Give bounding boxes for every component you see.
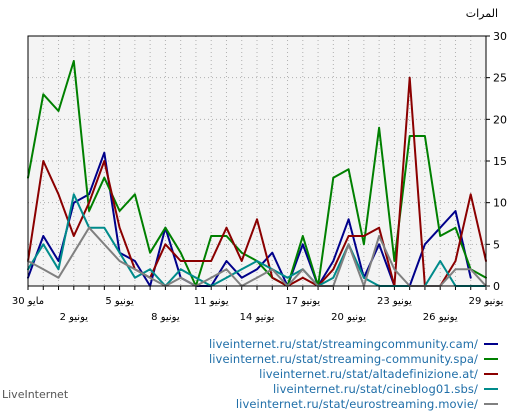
legend-entry[interactable]: liveinternet.ru/stat/streaming-community… [209,351,498,366]
legend-swatch [484,342,498,345]
x-tick-label: 30 مايو [12,296,44,307]
legend-entry[interactable]: liveinternet.ru/stat/cineblog01.sbs/ [209,381,498,396]
x-tick-label: 2 يونيو [60,312,89,323]
footer-credit: LiveInternet [2,388,69,401]
plot-frame [27,35,487,287]
y-tick-label: 25 [493,72,507,85]
x-tick-label: 14 يونيو [240,312,275,323]
legend-swatch [484,402,498,405]
y-tick-label: 5 [493,238,500,251]
legend-label[interactable]: liveinternet.ru/stat/cineblog01.sbs/ [273,381,478,396]
legend-entry[interactable]: liveinternet.ru/stat/streamingcommunity.… [209,336,498,351]
legend-entry[interactable]: liveinternet.ru/stat/eurostreaming.movie… [209,396,498,411]
legend-label[interactable]: liveinternet.ru/stat/streamingcommunity.… [208,336,478,351]
x-tick-label: 26 يونيو [423,312,458,323]
legend-swatch [484,372,498,375]
x-tick-label: 5 يونيو [105,296,134,307]
y-tick-label: 10 [493,197,507,210]
x-tick-label: 29 يونيو [469,296,504,307]
y-tick-label: 15 [493,155,507,168]
legend-entry[interactable]: liveinternet.ru/stat/altadefinizione.at/ [209,366,498,381]
legend-swatch [484,387,498,390]
legend-label[interactable]: liveinternet.ru/stat/eurostreaming.movie… [235,396,478,411]
x-tick-label: 23 يونيو [377,296,412,307]
legend-swatch [484,357,498,360]
y-axis-label: المرات [466,7,498,20]
y-tick-label: 30 [493,30,507,43]
x-tick-label: 11 يونيو [194,296,229,307]
x-tick-label: 17 يونيو [285,296,320,307]
legend-label[interactable]: liveinternet.ru/stat/altadefinizione.at/ [259,366,478,381]
legend-label[interactable]: liveinternet.ru/stat/streaming-community… [208,351,478,366]
series-line [27,76,487,287]
y-tick-label: 20 [493,113,507,126]
chart-legend: liveinternet.ru/stat/streamingcommunity.… [209,336,498,411]
y-tick-label: 0 [493,280,500,293]
x-tick-label: 20 يونيو [331,312,366,323]
x-tick-label: 8 يونيو [151,312,180,323]
